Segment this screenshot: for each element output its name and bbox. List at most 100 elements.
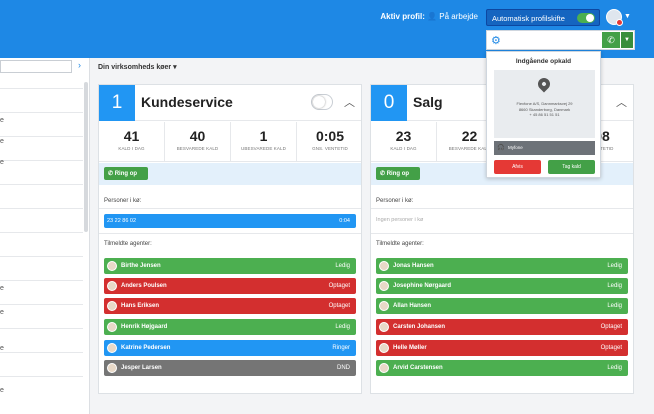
caller-location-map: Flexfone A/S, Dannmarksvej 29 8660 Skand… bbox=[494, 70, 595, 138]
search-input[interactable] bbox=[0, 60, 72, 73]
agent-status: Ledig bbox=[607, 283, 622, 289]
ring-up-button[interactable]: ✆ Ring op bbox=[376, 167, 420, 180]
stat-label: KALD I DAG bbox=[390, 146, 417, 151]
persons-in-queue-label: Personer i kø: bbox=[104, 198, 142, 204]
list-divider bbox=[0, 304, 83, 305]
avatar bbox=[107, 322, 117, 332]
map-pin-icon bbox=[535, 75, 553, 93]
avatar bbox=[107, 301, 117, 311]
agent-row[interactable]: Carsten Johansen Optaget bbox=[376, 319, 628, 335]
avatar bbox=[379, 301, 389, 311]
softphone-bar: ⚙ ✆ ▼ bbox=[486, 30, 635, 50]
list-divider bbox=[0, 112, 83, 113]
agent-status: Optaget bbox=[328, 283, 350, 289]
divider bbox=[371, 208, 633, 209]
chevron-up-icon[interactable]: ︿ bbox=[616, 97, 627, 109]
queue-card-kundeservice: 1 Kundeservice ︿ 41 KALD I DAG 40 BESVARED… bbox=[98, 84, 362, 394]
agent-row[interactable]: Jesper Larsen DND bbox=[104, 360, 356, 376]
agent-row[interactable]: Josephine Nørgaard Ledig bbox=[376, 278, 628, 294]
gear-icon[interactable]: ⚙ bbox=[491, 35, 501, 47]
queue-title: Kundeservice bbox=[141, 94, 233, 110]
auto-profile-switch-button[interactable]: Automatisk profilskifte bbox=[486, 9, 600, 26]
divider bbox=[99, 208, 361, 209]
agents-label: Tilmeldte agenter: bbox=[104, 241, 152, 247]
avatar bbox=[379, 281, 389, 291]
agent-row[interactable]: Katrine Pedersen Ringer bbox=[104, 340, 356, 356]
stat-value: 0:05 bbox=[315, 128, 345, 144]
accept-button[interactable]: Tag kald bbox=[548, 160, 595, 174]
caller-phone: + 45 86 51 51 51 bbox=[529, 112, 560, 117]
agent-row[interactable]: Anders Poulsen Optaget bbox=[104, 278, 356, 294]
stat-value: 22 bbox=[461, 128, 478, 144]
list-divider bbox=[0, 136, 83, 137]
stat-calls-today: 41 KALD I DAG bbox=[99, 122, 165, 162]
queue-count: 0 bbox=[371, 85, 407, 121]
call-source: 🎧 Myfone bbox=[494, 141, 595, 155]
chevron-down-icon[interactable]: ▼ bbox=[624, 13, 631, 20]
stat-answered: 40 BESVAREDE KALD bbox=[165, 122, 231, 162]
person-icon: 👤 bbox=[427, 12, 438, 21]
ring-area: ✆ Ring op bbox=[99, 163, 361, 185]
stat-label: UBESVAREDE KALD bbox=[241, 146, 286, 151]
chevron-right-icon[interactable]: › bbox=[78, 60, 81, 70]
queue-stats: 41 KALD I DAG 40 BESVAREDE KALD 1 UBESVARED… bbox=[99, 122, 361, 162]
agent-row[interactable]: Arvid Carstensen Ledig bbox=[376, 360, 628, 376]
chevron-up-icon[interactable]: ︿ bbox=[344, 97, 355, 109]
agent-status: Ledig bbox=[607, 263, 622, 269]
active-profile[interactable]: Aktiv profil: 👤 På arbejde bbox=[380, 12, 478, 21]
list-item[interactable]: e bbox=[0, 285, 4, 292]
agent-row[interactable]: Hans Eriksen Optaget bbox=[104, 298, 356, 314]
agent-status: Optaget bbox=[328, 303, 350, 309]
list-item[interactable]: e bbox=[0, 345, 4, 352]
stat-value: 41 bbox=[123, 128, 140, 144]
agent-row[interactable]: Jonas Hansen Ledig bbox=[376, 258, 628, 274]
incoming-call-popup: Indgående opkald Flexfone A/S, Dannmarks… bbox=[486, 51, 601, 178]
stat-unanswered: 1 UBESVAREDE KALD bbox=[231, 122, 297, 162]
stat-label: BESVAREDE KALD bbox=[176, 146, 219, 151]
agent-row[interactable]: Allan Hansen Ledig bbox=[376, 298, 628, 314]
avatar bbox=[107, 261, 117, 271]
decline-button[interactable]: Afvis bbox=[494, 160, 541, 174]
agent-row[interactable]: Helle Møller Optaget bbox=[376, 340, 628, 356]
ring-up-label: Ring op bbox=[386, 171, 410, 177]
agent-name: Anders Poulsen bbox=[121, 283, 167, 289]
agent-name: Hans Eriksen bbox=[121, 303, 160, 309]
agent-status: Optaget bbox=[600, 324, 622, 330]
list-item[interactable]: e bbox=[0, 309, 4, 316]
list-item[interactable]: e bbox=[0, 387, 4, 394]
agent-row[interactable]: Henrik Højgaard Ledig bbox=[104, 319, 356, 335]
caller-number: 23 22 86 02 bbox=[107, 218, 137, 224]
ring-up-button[interactable]: ✆ Ring op bbox=[104, 167, 148, 180]
phone-icon: ✆ bbox=[380, 171, 386, 177]
agent-name: Birthe Jensen bbox=[121, 263, 161, 269]
agent-name: Arvid Carstensen bbox=[393, 365, 443, 371]
auto-profile-toggle[interactable] bbox=[577, 13, 595, 23]
scrollbar[interactable] bbox=[84, 82, 88, 232]
divider bbox=[371, 233, 633, 234]
avatar bbox=[107, 363, 117, 373]
phone-icon: ✆ bbox=[108, 171, 114, 177]
list-item[interactable]: e bbox=[0, 117, 4, 124]
list-item[interactable]: e bbox=[0, 159, 4, 166]
stat-value: 40 bbox=[189, 128, 206, 144]
stat-label: VENTETID bbox=[590, 146, 614, 151]
queues-dropdown[interactable]: Din virksomheds køer ▾ bbox=[98, 64, 177, 71]
ring-up-label: Ring op bbox=[114, 171, 138, 177]
status-dot-icon bbox=[616, 19, 623, 26]
call-options-dropdown[interactable]: ▼ bbox=[621, 32, 633, 48]
profile-label: Aktiv profil: bbox=[380, 12, 425, 21]
agent-row[interactable]: Birthe Jensen Ledig bbox=[104, 258, 356, 274]
agent-status: DND bbox=[337, 365, 350, 371]
profile-value: På arbejde bbox=[439, 12, 478, 21]
queue-toggle[interactable] bbox=[311, 94, 333, 110]
list-divider bbox=[0, 88, 83, 89]
address-line: Flexfone A/S, Dannmarksvej 29 bbox=[516, 101, 573, 106]
stat-value: 23 bbox=[395, 128, 412, 144]
list-item[interactable]: e bbox=[0, 138, 4, 145]
agent-name: Henrik Højgaard bbox=[121, 324, 168, 330]
agent-name: Katrine Pedersen bbox=[121, 345, 171, 351]
call-button[interactable]: ✆ bbox=[602, 32, 620, 48]
queued-caller[interactable]: 23 22 86 02 0:04 bbox=[104, 214, 356, 228]
user-avatar[interactable] bbox=[606, 9, 623, 26]
stat-label: KALD I DAG bbox=[118, 146, 145, 151]
